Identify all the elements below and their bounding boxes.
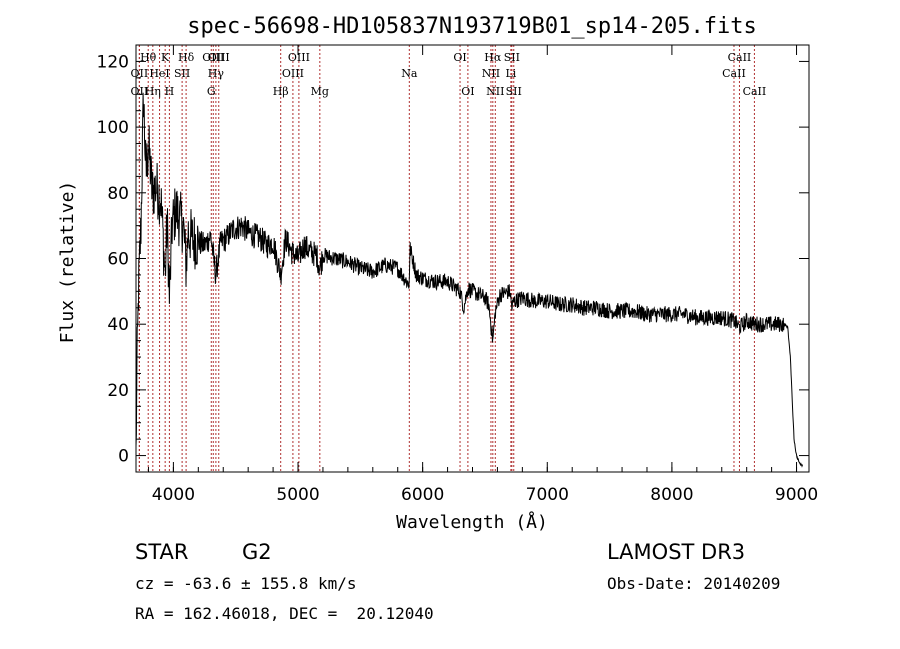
line-label-hδ: Hδ: [178, 51, 195, 64]
line-label-oii: OII: [131, 85, 149, 98]
object-subclass: G2: [242, 540, 272, 564]
y-axis: 0 20 40 60 80 100 120: [97, 52, 809, 467]
y-tick-label: 40: [107, 315, 129, 335]
x-tick-label: 7000: [526, 485, 569, 505]
x-tick-label: 6000: [401, 485, 444, 505]
x-axis: 4000 5000 6000 7000 8000 9000: [147, 45, 818, 505]
x-tick-label: 8000: [650, 485, 693, 505]
line-label-na: Na: [401, 67, 418, 80]
line-label-oi: OI: [461, 85, 474, 98]
survey-name: LAMOST DR3: [607, 540, 746, 564]
line-label-li: Li: [505, 67, 516, 80]
ra-dec: RA = 162.46018, DEC = 20.12040: [135, 604, 434, 623]
chart-title: spec-56698-HD105837N193719B01_sp14-205.f…: [187, 14, 757, 39]
line-label-caii: CaII: [722, 67, 746, 80]
x-axis-label: Wavelength (Å): [396, 511, 548, 533]
line-label-nii: NII: [482, 67, 500, 80]
spectrum-series-line: [135, 92, 804, 468]
line-label-nii: NII: [486, 85, 504, 98]
observation-date: Obs-Date: 20140209: [607, 574, 781, 593]
line-label-hθ: Hθ: [140, 51, 157, 64]
y-tick-label: 0: [118, 447, 129, 467]
line-label-hβ: Hβ: [273, 85, 289, 98]
line-label-oiii: OIII: [282, 67, 304, 80]
x-tick-label: 9000: [775, 485, 818, 505]
x-tick-label: 5000: [276, 485, 319, 505]
object-type: STAR: [135, 540, 189, 564]
redshift-cz: cz = -63.6 ± 155.8 km/s: [135, 574, 357, 593]
plot-frame: [135, 44, 810, 473]
line-label-hei: HeI: [149, 67, 169, 80]
x-tick-label: 4000: [152, 485, 195, 505]
line-label-hα: Hα: [484, 51, 502, 64]
line-label-hη: Hη: [145, 85, 161, 98]
y-axis-label: Flux (relative): [57, 181, 78, 344]
y-tick-label: 80: [107, 184, 129, 204]
line-label-oiii: OIII: [202, 51, 224, 64]
line-label-g: G: [207, 85, 216, 98]
y-tick-label: 20: [107, 381, 129, 401]
line-label-caii: CaII: [743, 85, 767, 98]
line-label-oii: OII: [131, 67, 149, 80]
line-label-mg: Mg: [311, 85, 329, 98]
y-tick-label: 100: [97, 118, 129, 138]
line-label-h: H: [165, 85, 175, 98]
emission-line-markers: [138, 45, 755, 472]
line-label-sii: SII: [504, 51, 520, 64]
line-label-sii: SII: [506, 85, 522, 98]
line-label-oi: OI: [453, 51, 466, 64]
line-label-oiii: OIII: [288, 51, 310, 64]
line-label-oiii: OIII: [208, 51, 230, 64]
line-label-hγ: Hγ: [208, 67, 225, 80]
y-tick-label: 60: [107, 250, 129, 270]
line-label-k: K: [161, 51, 170, 64]
y-tick-label: 120: [97, 52, 129, 72]
line-label-caii: CaII: [728, 51, 752, 64]
line-label-sii: SII: [174, 67, 190, 80]
